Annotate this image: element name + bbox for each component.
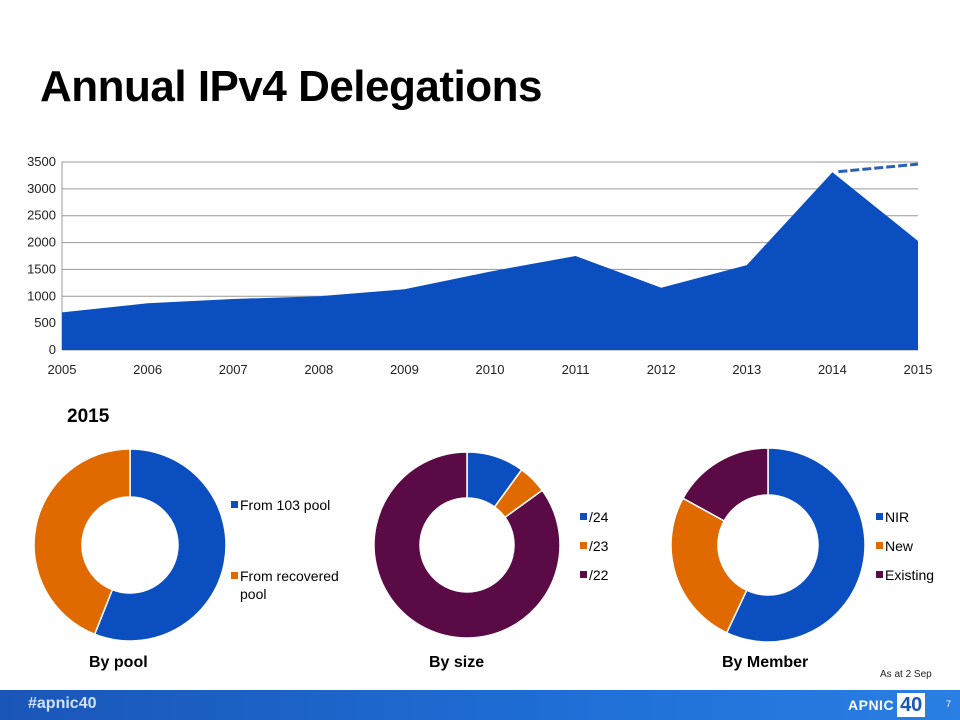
caption-by-size: By size (429, 654, 485, 671)
caption-by-member: By Member (722, 654, 809, 671)
x-tick-label: 2010 (476, 362, 505, 377)
donut-chart-by-size (373, 451, 561, 639)
legend-swatch (876, 513, 883, 520)
page-number: 7 (946, 699, 952, 709)
donut-chart-by-member (670, 447, 866, 643)
slide-title: Annual IPv4 Delegations (40, 62, 542, 111)
donut-group-year-label: 2015 (67, 406, 110, 427)
footer-hashtag: #apnic40 (28, 695, 97, 712)
y-tick-label: 3000 (27, 181, 56, 196)
donut-slice (725, 447, 866, 643)
legend-swatch (580, 542, 587, 549)
y-tick-label: 500 (34, 315, 56, 330)
x-tick-label: 2014 (818, 362, 847, 377)
legend-label: /24 (589, 509, 609, 525)
footer-bar: #apnic40 APNIC 40 7 (0, 690, 960, 720)
legend-label: NIR (885, 509, 910, 525)
y-tick-label: 2000 (27, 235, 56, 250)
area-chart-y-ticks: 0 500 1000 1500 2000 2500 3000 3500 (27, 154, 56, 357)
caption-by-pool: By pool (89, 654, 148, 671)
apnic-logo-text: APNIC (848, 697, 895, 713)
donut-chart-by-pool (33, 448, 227, 642)
x-tick-label: 2007 (219, 362, 248, 377)
y-tick-label: 3500 (27, 154, 56, 169)
donut-slice (670, 497, 748, 634)
projection-line (838, 162, 919, 174)
donut-slice (93, 448, 227, 642)
y-tick-label: 0 (49, 342, 56, 357)
area-chart-marks (61, 162, 919, 350)
donut-slice (681, 447, 769, 522)
legend-label: Existing (885, 567, 935, 583)
x-tick-label: 2012 (647, 362, 676, 377)
legend-label: /23 (589, 538, 609, 554)
x-tick-label: 2011 (562, 362, 590, 377)
donut-slice (33, 448, 131, 636)
legend-label: /22 (589, 567, 609, 583)
x-tick-label: 2008 (304, 362, 333, 377)
legend-swatch (876, 542, 883, 549)
area-series (62, 172, 918, 350)
x-tick-label: 2006 (133, 362, 162, 377)
legend-label: From 103 pool (240, 497, 331, 513)
y-tick-label: 1500 (27, 261, 56, 276)
x-tick-label: 2015 (904, 362, 933, 377)
legend-swatch (231, 572, 238, 579)
legend-swatch (580, 571, 587, 578)
x-tick-label: 2005 (48, 362, 77, 377)
legend-swatch (876, 571, 883, 578)
legend-swatch (580, 513, 587, 520)
apnic-logo-number: 40 (897, 693, 926, 717)
x-tick-label: 2013 (732, 362, 761, 377)
legend-label: From recovered pool (240, 568, 339, 602)
legend-swatch (231, 501, 238, 508)
footnote: As at 2 Sep (880, 669, 932, 680)
area-chart-x-ticks: 2005 2006 2007 2008 2009 2010 2011 2012 2013 2014… (48, 362, 933, 377)
legend-label: New (885, 538, 914, 554)
y-tick-label: 1000 (27, 288, 56, 303)
donut-slice (373, 451, 561, 639)
x-tick-label: 2009 (390, 362, 419, 377)
apnic-logo: APNIC 40 (848, 692, 926, 718)
y-tick-label: 2500 (27, 208, 56, 223)
